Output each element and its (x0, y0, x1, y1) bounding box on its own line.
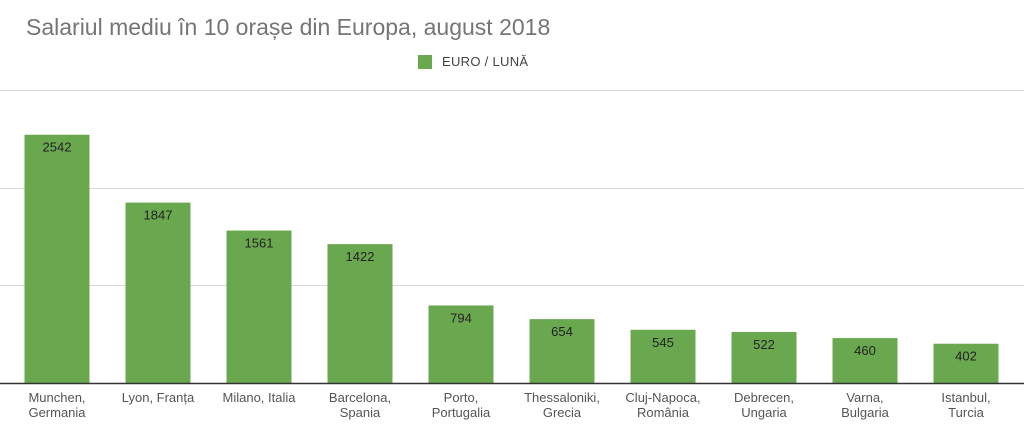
category-label: Milano, Italia (223, 390, 297, 405)
data-label: 545 (652, 335, 674, 350)
category-label: Munchen, Germania (28, 390, 86, 420)
data-label: 402 (955, 349, 977, 364)
category-label-line: Cluj-Napoca, (625, 390, 700, 405)
legend-label: EURO / LUNĂ (442, 54, 529, 69)
category-label-line: Varna, (846, 390, 883, 405)
category-label: Thessaloniki, Grecia (524, 390, 600, 420)
data-label: 1561 (245, 236, 274, 251)
category-label-line: Bulgaria (841, 405, 889, 420)
data-label: 794 (450, 310, 472, 325)
category-label-line: Grecia (543, 405, 582, 420)
category-label-line: Istanbul, (941, 390, 990, 405)
category-label: Cluj-Napoca, România (625, 390, 700, 420)
category-label-line: Spania (340, 405, 381, 420)
category-label-line: Portugalia (432, 405, 491, 420)
bar (226, 230, 292, 383)
category-label: Lyon, Franța (122, 390, 195, 405)
bar (731, 332, 797, 383)
category-label-line: Germania (28, 405, 86, 420)
bar (24, 134, 90, 383)
bar (529, 319, 595, 383)
bar (428, 305, 494, 383)
data-label: 654 (551, 324, 573, 339)
data-label: 522 (753, 337, 775, 352)
category-label-line: Munchen, (28, 390, 85, 405)
legend-swatch (418, 54, 432, 69)
category-label: Varna, Bulgaria (841, 390, 889, 420)
bar (933, 343, 999, 383)
bar (125, 202, 191, 383)
bar (327, 244, 393, 383)
category-label: Porto, Portugalia (432, 390, 491, 420)
category-label-line: Lyon, Franța (122, 390, 195, 405)
legend: EURO / LUNĂ (418, 54, 528, 69)
bar (630, 329, 696, 383)
category-label-line: Barcelona, (329, 390, 391, 405)
category-label-line: Debrecen, (734, 390, 794, 405)
data-label: 1422 (346, 249, 375, 264)
data-label: 2542 (43, 140, 72, 155)
bar (832, 338, 898, 383)
category-label: Istanbul, Turcia (941, 390, 990, 420)
category-label-line: Ungaria (741, 405, 787, 420)
category-label-line: România (637, 405, 690, 420)
data-label: 1847 (144, 208, 173, 223)
category-label: Debrecen, Ungaria (734, 390, 794, 420)
category-label-line: Porto, (444, 390, 479, 405)
category-label-line: Turcia (948, 405, 984, 420)
category-label: Barcelona, Spania (329, 390, 391, 420)
category-label-line: Thessaloniki, (524, 390, 600, 405)
category-label-line: Milano, Italia (223, 390, 297, 405)
chart-title: Salariul mediu în 10 orașe din Europa, a… (26, 14, 551, 40)
data-label: 460 (854, 343, 876, 358)
